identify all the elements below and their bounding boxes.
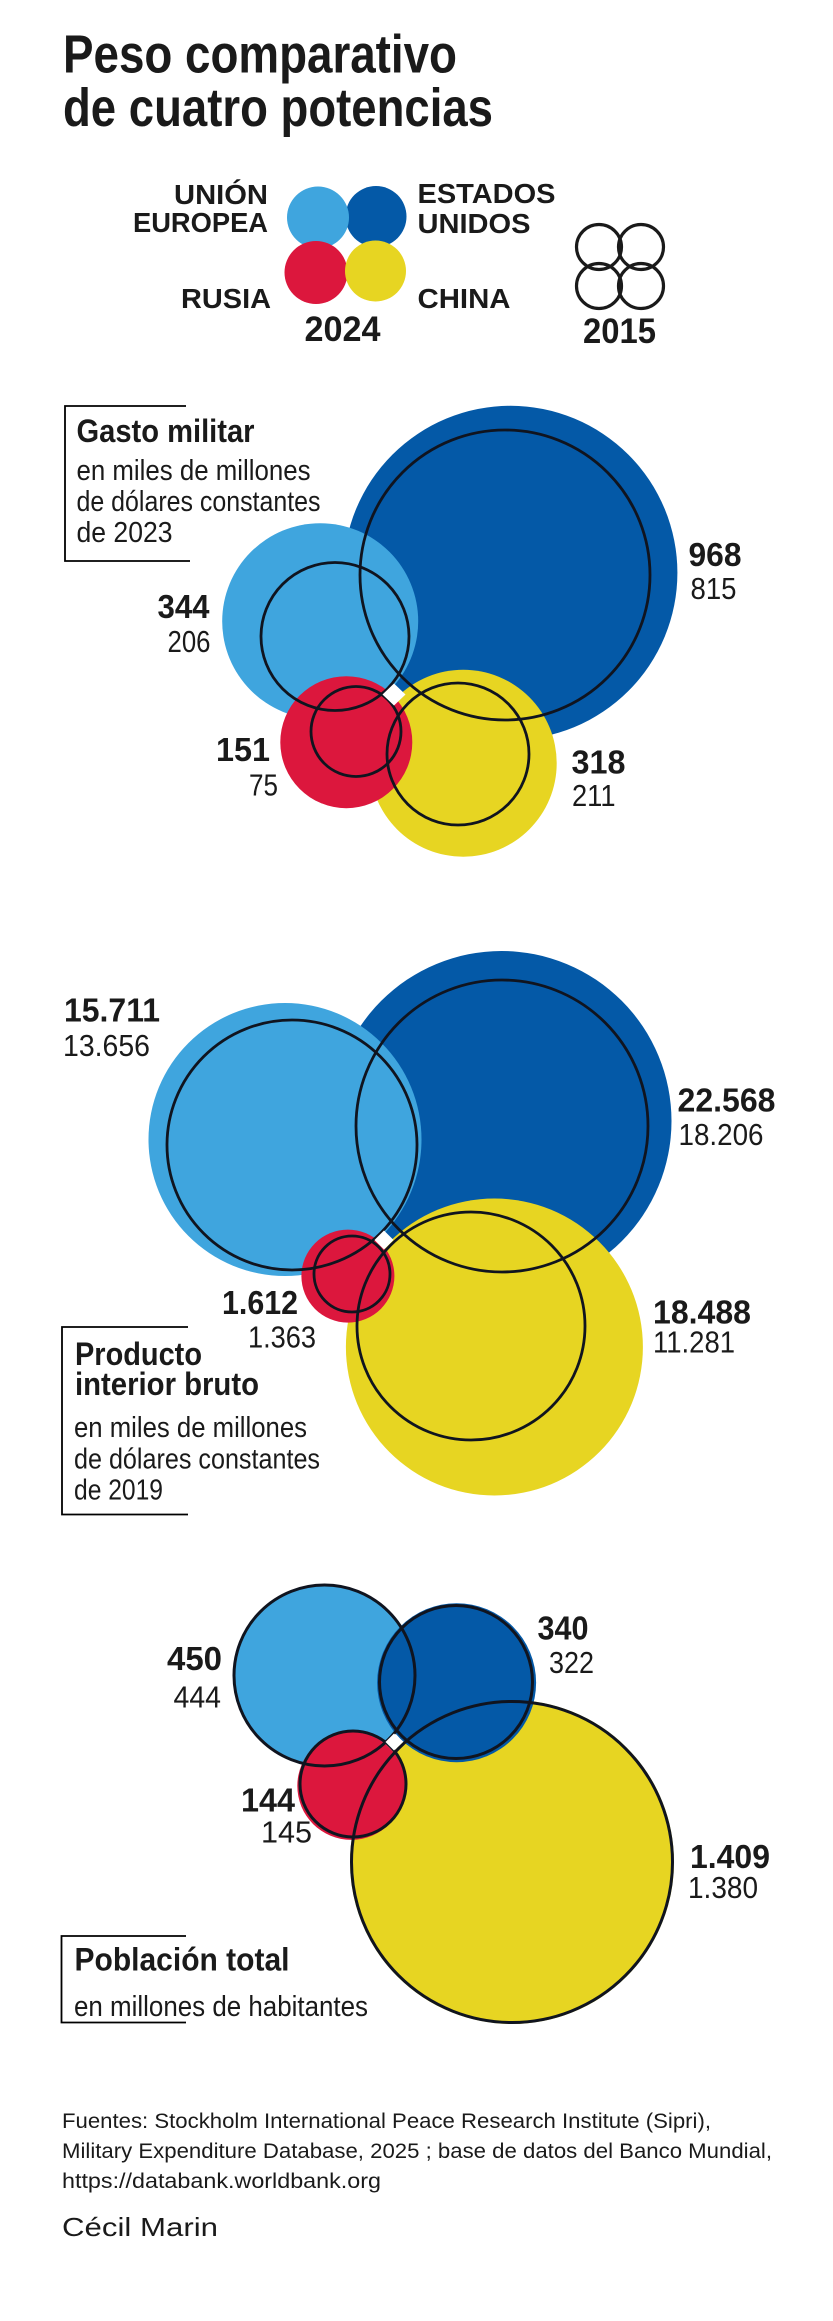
svg-text:450: 450 (167, 1640, 222, 1677)
svg-text:ESTADOS: ESTADOS (418, 178, 556, 209)
svg-text:en millones de habitantes: en millones de habitantes (74, 1991, 368, 2023)
svg-text:144: 144 (241, 1782, 296, 1819)
svg-text:de 2023: de 2023 (77, 517, 173, 549)
svg-text:2024: 2024 (305, 310, 382, 349)
svg-text:Producto: Producto (75, 1336, 202, 1372)
svg-text:1.409: 1.409 (690, 1838, 770, 1875)
svg-text:2015: 2015 (583, 312, 656, 351)
svg-text:Gasto militar: Gasto militar (77, 413, 255, 449)
svg-text:Fuentes: Stockholm Internation: Fuentes: Stockholm International Peace R… (62, 2109, 711, 2133)
svg-text:Peso comparativo: Peso comparativo (63, 25, 457, 85)
svg-text:de dólares constantes: de dólares constantes (74, 1444, 320, 1476)
svg-text:444: 444 (174, 1680, 222, 1715)
svg-text:de cuatro potencias: de cuatro potencias (63, 78, 493, 138)
svg-text:11.281: 11.281 (653, 1325, 735, 1360)
svg-text:interior bruto: interior bruto (75, 1366, 259, 1402)
svg-text:151: 151 (216, 731, 270, 768)
svg-text:15.711: 15.711 (64, 992, 160, 1029)
svg-text:322: 322 (549, 1645, 594, 1680)
svg-text:75: 75 (249, 768, 278, 803)
svg-text:145: 145 (261, 1815, 312, 1850)
svg-text:RUSIA: RUSIA (181, 283, 271, 314)
svg-text:Población total: Población total (75, 1942, 290, 1978)
svg-text:Cécil Marin: Cécil Marin (62, 2212, 218, 2242)
svg-text:UNIDOS: UNIDOS (418, 208, 531, 239)
svg-text:en miles de millones: en miles de millones (77, 455, 311, 487)
svg-text:22.568: 22.568 (678, 1082, 776, 1119)
svg-text:CHINA: CHINA (418, 283, 511, 314)
svg-text:de dólares constantes: de dólares constantes (77, 486, 321, 518)
svg-text:https://databank.worldbank.org: https://databank.worldbank.org (62, 2169, 381, 2193)
svg-text:211: 211 (572, 778, 616, 813)
svg-text:de 2019: de 2019 (74, 1475, 163, 1507)
svg-text:18.206: 18.206 (679, 1117, 764, 1152)
svg-text:13.656: 13.656 (63, 1028, 150, 1063)
svg-text:1.363: 1.363 (248, 1320, 316, 1355)
svg-text:UNIÓN: UNIÓN (174, 179, 268, 210)
svg-text:1.612: 1.612 (222, 1284, 298, 1321)
svg-text:1.380: 1.380 (688, 1870, 758, 1905)
svg-text:18.488: 18.488 (653, 1294, 751, 1331)
svg-text:968: 968 (689, 536, 742, 573)
svg-text:318: 318 (572, 744, 626, 781)
svg-text:815: 815 (691, 571, 737, 606)
svg-text:340: 340 (538, 1610, 589, 1647)
svg-text:206: 206 (168, 624, 211, 659)
svg-text:Military Expenditure Database,: Military Expenditure Database, 2025 ; ba… (62, 2139, 772, 2163)
svg-text:en miles de millones: en miles de millones (74, 1412, 307, 1444)
svg-text:344: 344 (158, 588, 211, 625)
svg-text:EUROPEA: EUROPEA (133, 207, 268, 238)
